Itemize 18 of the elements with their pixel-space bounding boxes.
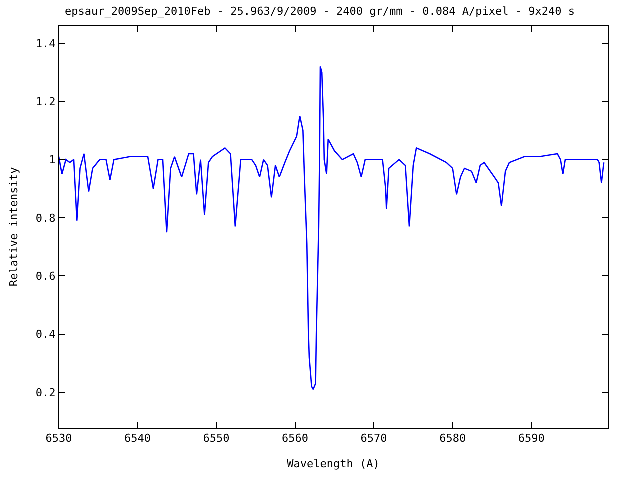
- x-tick-label: 6570: [360, 432, 388, 446]
- x-tick-label: 6550: [203, 432, 230, 446]
- y-tick-label: 1: [49, 154, 56, 167]
- x-tick-label: 6530: [46, 432, 72, 446]
- y-tick-label: 0.8: [36, 212, 56, 225]
- chart-title: epsaur_2009Sep_2010Feb - 25.963/9/2009 - 2400 gr/mm - 0.084 A/pixel - 9x240 s: [65, 4, 575, 18]
- y-tick-label: 0.2: [36, 386, 56, 400]
- y-tick-label: 0.4: [36, 328, 56, 342]
- x-tick-label: 6540: [124, 432, 152, 446]
- x-tick-label: 6590: [518, 432, 545, 446]
- x-axis-title: Wavelength (A): [287, 457, 380, 470]
- y-tick-label: 1.2: [36, 95, 56, 108]
- x-tick-label: 6580: [440, 432, 466, 446]
- y-tick-label: 0.6: [36, 270, 56, 284]
- y-axis-title: Relative intensity: [8, 167, 21, 287]
- line-series: [59, 66, 605, 390]
- y-tick-label: 1.4: [36, 37, 56, 50]
- x-tick-label: 6560: [282, 432, 309, 446]
